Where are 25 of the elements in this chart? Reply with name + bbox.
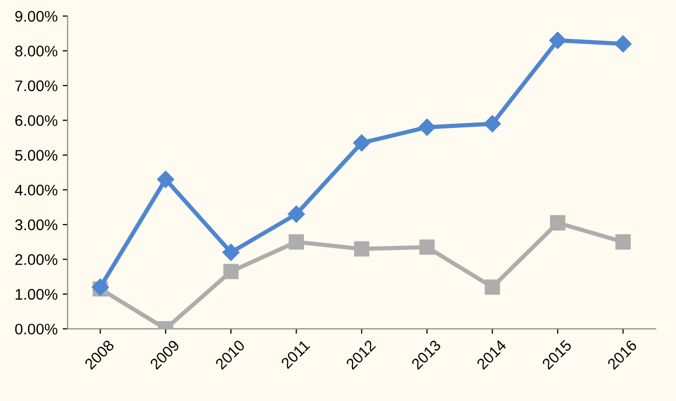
point — [157, 170, 174, 188]
point — [484, 279, 500, 295]
point — [418, 118, 436, 136]
point — [549, 32, 566, 49]
point — [550, 215, 566, 230]
point — [223, 264, 239, 280]
point — [288, 234, 304, 250]
point — [484, 115, 501, 132]
y-tick-label: 6.00% — [15, 115, 58, 126]
point — [288, 206, 305, 223]
y-tick-label: 5.00% — [15, 150, 58, 161]
y-tick-label: 4.00% — [14, 184, 58, 196]
point — [419, 240, 435, 255]
point — [354, 241, 370, 257]
point — [615, 234, 631, 250]
point — [353, 134, 370, 152]
y-tick-label: 7.00% — [15, 80, 58, 92]
y-tick-label: 1.00% — [16, 288, 58, 300]
y-tick-label: 3.00% — [15, 219, 58, 230]
y-tick-label: 8.00% — [15, 46, 58, 56]
y-tick-label: 0.00% — [15, 324, 58, 335]
y-tick-label: 9.00% — [15, 10, 58, 22]
y-tick-label: 2.00% — [15, 254, 58, 265]
point — [222, 244, 240, 261]
point — [614, 35, 632, 52]
